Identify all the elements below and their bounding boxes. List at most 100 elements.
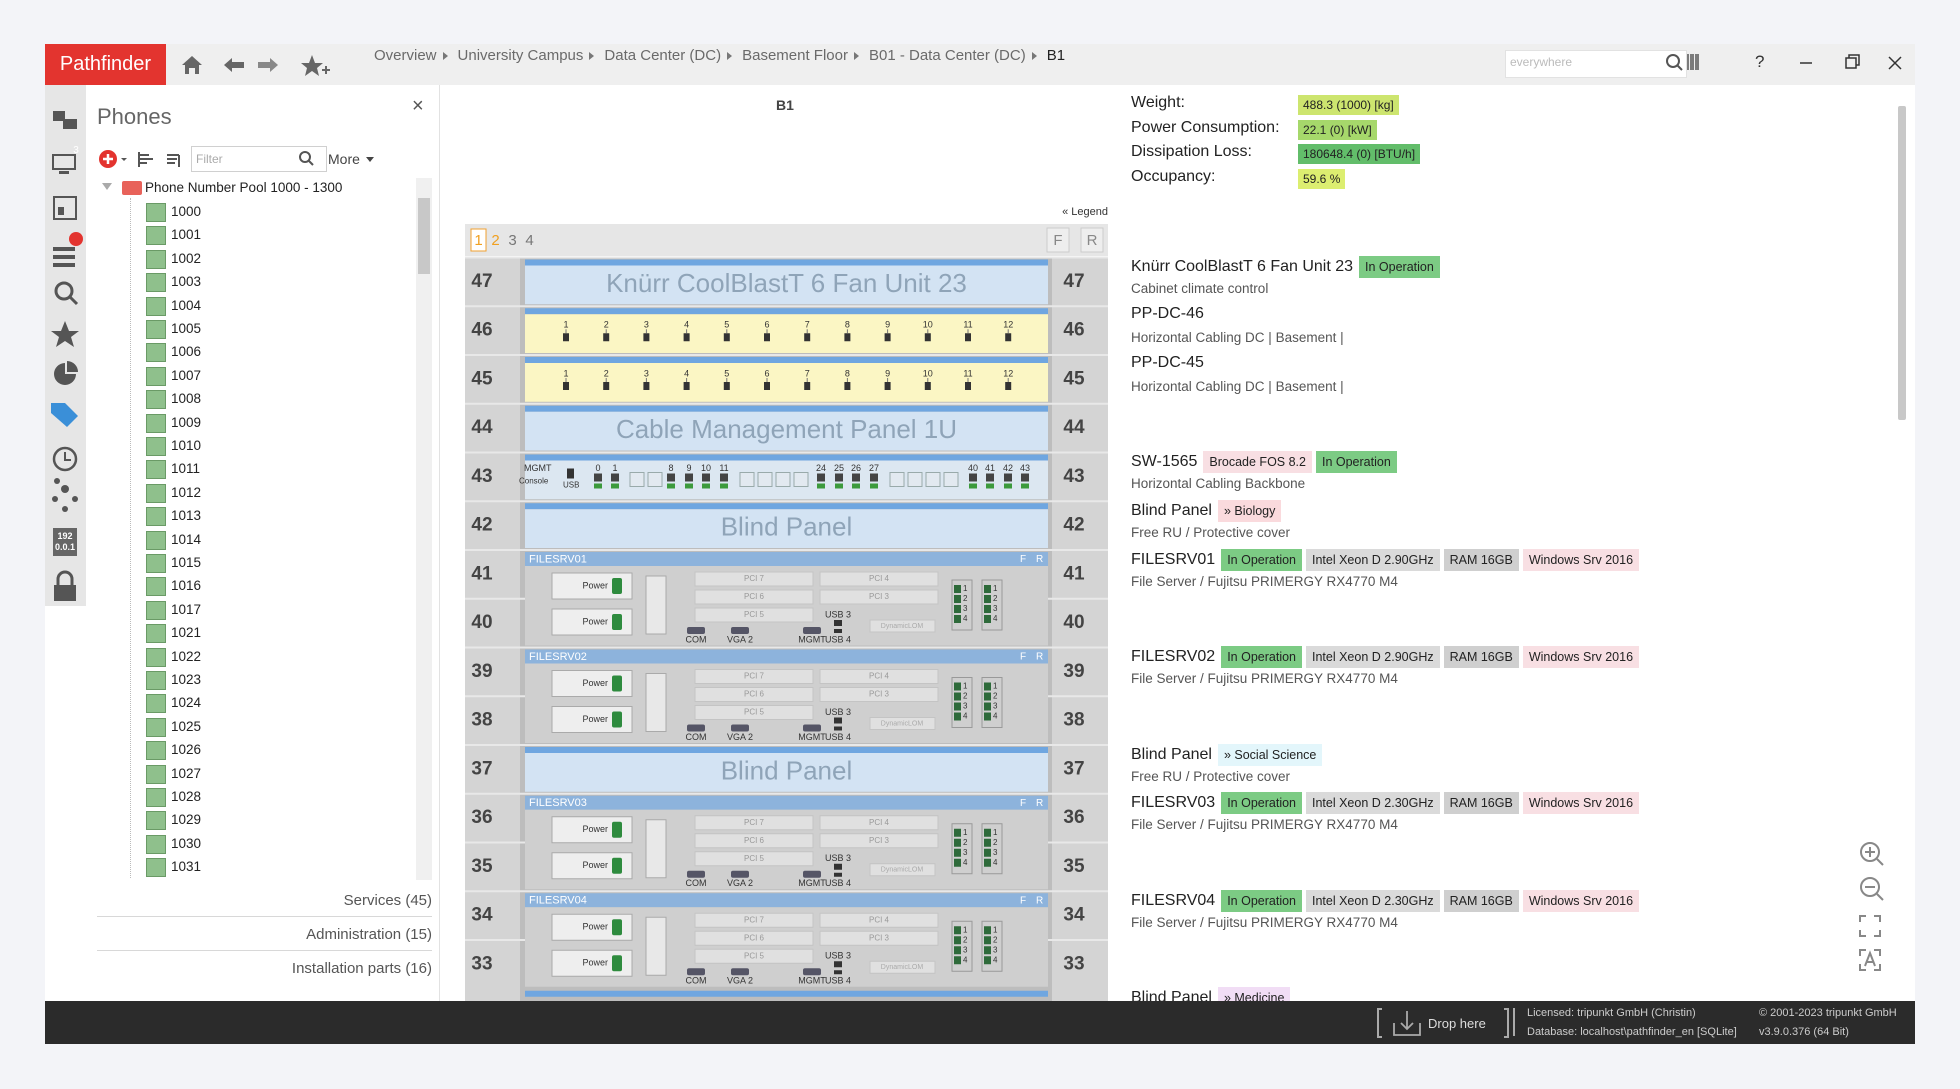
nic-port[interactable] bbox=[984, 936, 991, 945]
nic-port[interactable] bbox=[954, 946, 961, 955]
tree-scrollbar[interactable] bbox=[416, 178, 432, 880]
switch-port[interactable] bbox=[1021, 473, 1029, 482]
section-header[interactable]: Administration (15) bbox=[306, 926, 432, 943]
filter-input[interactable] bbox=[191, 146, 327, 172]
tree-checkbox[interactable] bbox=[146, 273, 166, 293]
tree-checkbox[interactable] bbox=[146, 203, 166, 222]
tree-checkbox[interactable] bbox=[146, 717, 166, 737]
port[interactable] bbox=[563, 333, 569, 342]
nic-port[interactable] bbox=[984, 828, 991, 837]
breadcrumb-item[interactable]: B01 - Data Center (DC) bbox=[868, 47, 1026, 64]
tree-item[interactable]: 1014 bbox=[171, 531, 202, 547]
tree-item[interactable]: 1002 bbox=[171, 250, 202, 266]
item-name[interactable]: Knürr CoolBlastT 6 Fan Unit 23 bbox=[1131, 258, 1354, 275]
section-header[interactable]: Installation parts (16) bbox=[291, 960, 432, 977]
tree-item[interactable]: 1011 bbox=[171, 461, 201, 477]
nic-port[interactable] bbox=[954, 682, 961, 691]
nic-port[interactable] bbox=[954, 848, 961, 857]
empty-port[interactable] bbox=[739, 472, 755, 487]
server-header[interactable] bbox=[525, 893, 1048, 908]
item-name[interactable]: FILESRV01 bbox=[1131, 551, 1216, 568]
device-body[interactable] bbox=[525, 265, 1048, 305]
breadcrumb-item[interactable]: B1 bbox=[1046, 47, 1066, 64]
port[interactable] bbox=[804, 333, 811, 342]
empty-port[interactable] bbox=[775, 472, 791, 487]
port[interactable] bbox=[1005, 333, 1012, 342]
switch-port[interactable] bbox=[720, 473, 728, 482]
usb-port[interactable] bbox=[834, 961, 842, 968]
io-port[interactable] bbox=[687, 870, 705, 878]
usb-port[interactable] bbox=[834, 872, 842, 877]
io-port[interactable] bbox=[731, 870, 749, 878]
tree-checkbox[interactable] bbox=[146, 437, 166, 456]
view-tab[interactable] bbox=[1080, 227, 1104, 253]
nic-port[interactable] bbox=[954, 838, 961, 847]
tree-item[interactable]: 1004 bbox=[171, 297, 202, 313]
tree-checkbox[interactable] bbox=[146, 366, 166, 386]
nav-icons[interactable] bbox=[170, 44, 350, 85]
tree-item[interactable]: 1010 bbox=[171, 438, 202, 453]
io-port[interactable] bbox=[803, 968, 821, 976]
io-port[interactable] bbox=[687, 968, 705, 976]
port[interactable] bbox=[764, 333, 770, 342]
port[interactable] bbox=[924, 333, 931, 342]
io-port[interactable] bbox=[731, 724, 749, 732]
nic-port[interactable] bbox=[954, 585, 961, 593]
switch-port[interactable] bbox=[817, 473, 825, 482]
tree-checkbox[interactable] bbox=[146, 671, 166, 690]
nic-port[interactable] bbox=[954, 712, 961, 721]
nic-port[interactable] bbox=[954, 692, 961, 701]
nic-port[interactable] bbox=[984, 595, 991, 603]
nic-port[interactable] bbox=[954, 858, 961, 867]
tree-item[interactable]: 1030 bbox=[171, 835, 202, 851]
tree-checkbox[interactable] bbox=[146, 460, 166, 480]
switch-port[interactable] bbox=[611, 473, 619, 482]
tree-item[interactable]: 1015 bbox=[171, 555, 202, 570]
tree-item[interactable]: 1012 bbox=[171, 484, 202, 500]
tree-item[interactable]: 1006 bbox=[171, 344, 202, 360]
help-button[interactable]: ? bbox=[1755, 52, 1765, 71]
usb-port[interactable] bbox=[834, 717, 842, 724]
switch-port[interactable] bbox=[986, 473, 994, 482]
sidebar-icons[interactable] bbox=[45, 85, 86, 606]
page-tab[interactable]: 4 bbox=[525, 232, 533, 249]
port[interactable] bbox=[683, 382, 690, 390]
tree-checkbox[interactable] bbox=[146, 764, 166, 784]
device-body[interactable] bbox=[525, 314, 1048, 353]
drop-zone[interactable] bbox=[1372, 1001, 1512, 1044]
tree-item[interactable]: 1007 bbox=[171, 367, 202, 383]
port[interactable] bbox=[563, 382, 569, 390]
server-header[interactable] bbox=[525, 795, 1048, 810]
tree-item[interactable]: 1017 bbox=[171, 601, 202, 617]
search-icons[interactable] bbox=[1660, 50, 1700, 76]
tree-item[interactable]: 1001 bbox=[171, 227, 202, 243]
tree-item[interactable]: 1009 bbox=[171, 414, 202, 430]
nic-port[interactable] bbox=[984, 926, 991, 935]
port[interactable] bbox=[643, 333, 650, 342]
nic-port[interactable] bbox=[954, 926, 961, 935]
nic-port[interactable] bbox=[984, 848, 991, 857]
device-body[interactable] bbox=[525, 509, 1048, 548]
nic-port[interactable] bbox=[954, 615, 961, 623]
tree-checkbox[interactable] bbox=[146, 624, 166, 644]
empty-port[interactable] bbox=[793, 472, 809, 487]
device-body[interactable] bbox=[525, 411, 1048, 451]
tree-checkbox[interactable] bbox=[146, 554, 166, 573]
tree-checkbox[interactable] bbox=[146, 226, 166, 246]
tree-item[interactable]: 1031 bbox=[171, 859, 202, 875]
tree-checkbox[interactable] bbox=[146, 320, 166, 339]
search-box[interactable] bbox=[1505, 50, 1687, 78]
tree-checkbox[interactable] bbox=[146, 811, 166, 831]
nic-port[interactable] bbox=[984, 692, 991, 701]
empty-port[interactable] bbox=[889, 472, 905, 487]
tree-checkbox[interactable] bbox=[146, 343, 166, 363]
view-tab[interactable] bbox=[1046, 227, 1070, 253]
item-name[interactable]: SW-1565 bbox=[1131, 453, 1198, 470]
nic-port[interactable] bbox=[984, 956, 991, 965]
tree-checkbox[interactable] bbox=[146, 483, 166, 503]
tree-checkbox[interactable] bbox=[146, 600, 166, 620]
tree-item[interactable]: 1024 bbox=[171, 695, 202, 711]
tree-checkbox[interactable] bbox=[146, 577, 166, 597]
legend-link[interactable]: « Legend bbox=[1062, 206, 1108, 218]
tree-item[interactable]: 1000 bbox=[171, 204, 202, 219]
